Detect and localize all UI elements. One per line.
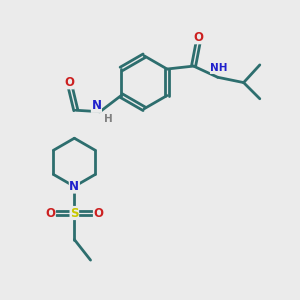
Text: N: N	[69, 180, 79, 193]
Text: O: O	[94, 206, 103, 220]
Text: H: H	[104, 114, 112, 124]
Text: O: O	[64, 76, 74, 89]
Text: N: N	[92, 99, 101, 112]
Text: O: O	[45, 206, 55, 220]
Text: NH: NH	[210, 63, 228, 74]
Text: O: O	[193, 31, 203, 44]
Text: S: S	[70, 206, 79, 220]
